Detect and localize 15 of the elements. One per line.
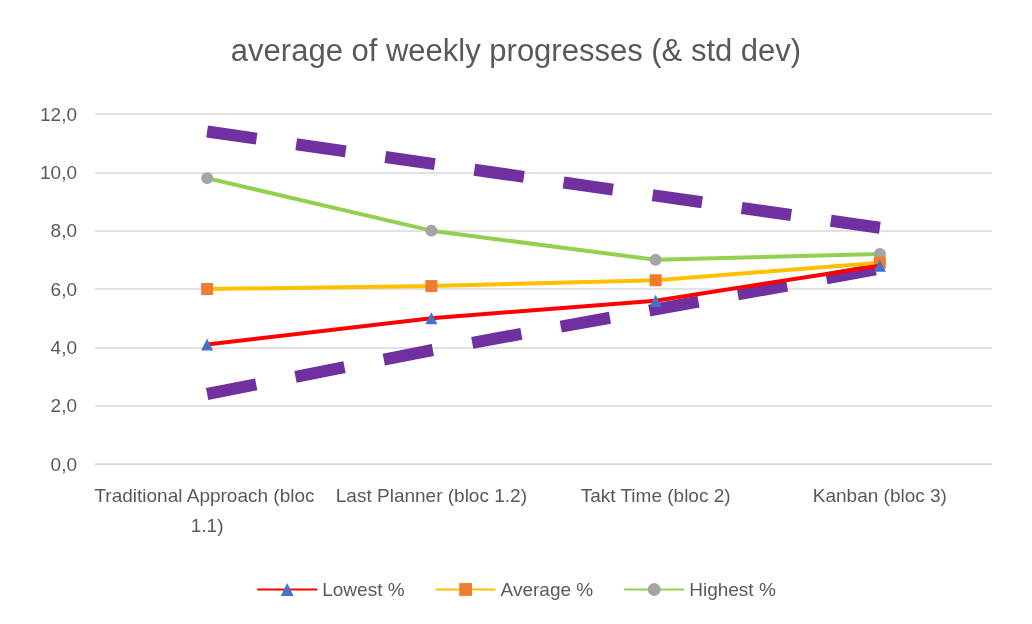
x-tick-label: Traditional Approach (bloc 1.1): [94, 484, 320, 536]
x-tick-label: Takt Time (bloc 2): [580, 484, 731, 506]
y-tick-label: 10,0: [40, 161, 77, 183]
y-tick-label: 12,0: [40, 103, 77, 125]
y-tick-label: 4,0: [50, 336, 77, 358]
y-tick-label: 8,0: [50, 220, 77, 242]
legend-label: Average %: [500, 579, 594, 600]
y-tick-label: 0,0: [50, 453, 77, 475]
legend-label: Lowest %: [322, 579, 405, 600]
y-tick-label: 6,0: [50, 278, 77, 300]
legend-label: Highest %: [689, 579, 776, 600]
x-tick-label: Last Planner (bloc 1.2): [335, 484, 527, 506]
x-tick-label: Kanban (bloc 3): [812, 484, 947, 506]
chart-title: average of weekly progresses (& std dev): [230, 33, 802, 68]
y-tick-label: 2,0: [50, 395, 77, 417]
